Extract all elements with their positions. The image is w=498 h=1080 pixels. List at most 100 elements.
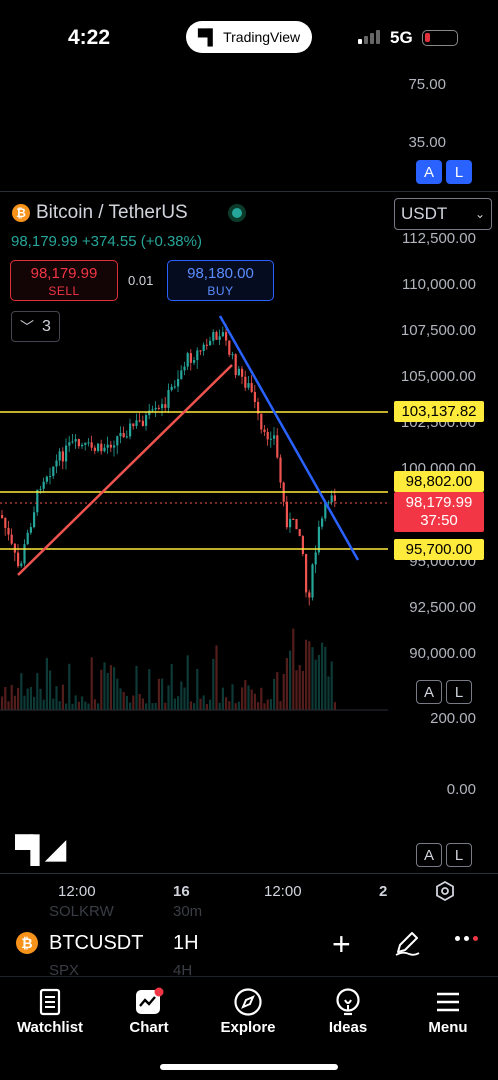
trendline-down[interactable] [218, 315, 360, 561]
volume-bar [218, 702, 221, 710]
network-type: 5G [390, 28, 413, 47]
candle [52, 466, 55, 477]
volume-bar [58, 701, 61, 710]
volume-bar [269, 699, 272, 710]
tradingview-watermark-icon: ▀▌◢ [15, 834, 66, 864]
candle [68, 442, 71, 446]
volume-bar [173, 698, 176, 710]
go-to-date-icon[interactable] [434, 880, 456, 902]
candle [61, 451, 64, 462]
candle [154, 407, 157, 410]
chevron-down-icon: ⌄ [474, 207, 485, 221]
pencil-icon[interactable] [393, 928, 421, 958]
symbol-selector[interactable]: BTCUSDT [49, 932, 144, 954]
volume-bar [321, 642, 324, 710]
log-scale-button[interactable]: L [446, 160, 472, 184]
auto-scale-button[interactable]: A [416, 680, 442, 704]
candle [132, 423, 135, 427]
candle [298, 529, 301, 537]
timeframe-selector[interactable]: 1H [173, 932, 199, 954]
candle [308, 592, 311, 598]
spread-value: 0.01 [128, 273, 154, 288]
volume-bar [13, 695, 16, 710]
volume-bar [81, 696, 84, 710]
candle [170, 386, 173, 391]
candle [135, 420, 138, 427]
log-scale-button[interactable]: L [446, 843, 472, 867]
sell-price: 98,179.99 [30, 265, 98, 282]
candle [100, 443, 103, 452]
volume-bar [84, 701, 87, 710]
candle [141, 420, 144, 426]
log-scale-button[interactable]: L [446, 680, 472, 704]
candle [81, 444, 84, 447]
volume-bar [295, 670, 298, 710]
volume-bar [260, 687, 263, 710]
pane-separator[interactable] [0, 191, 498, 192]
candle [58, 451, 61, 461]
candle [173, 386, 176, 388]
candle [292, 519, 295, 521]
volume-bar [170, 664, 173, 710]
volume-bar [74, 695, 77, 710]
trendline-up[interactable] [17, 364, 233, 576]
volume-bar [39, 688, 42, 710]
volume-bar [237, 701, 240, 710]
volume-bar [93, 699, 96, 710]
buy-label: BUY [207, 284, 234, 298]
candle [93, 447, 96, 451]
volume-bar [180, 681, 183, 710]
volume-bar [154, 702, 157, 710]
candle [321, 518, 324, 527]
app-pill[interactable]: ▀▌ TradingView [186, 21, 312, 53]
candle [148, 410, 151, 416]
more-icon[interactable] [455, 936, 478, 941]
auto-scale-button[interactable]: A [416, 160, 442, 184]
time-label: 2 [379, 883, 388, 900]
volume-bar [186, 655, 189, 710]
sell-button[interactable]: 98,179.99 SELL [10, 260, 118, 301]
volume-bar [33, 696, 36, 710]
nav-menu[interactable]: Menu [400, 985, 496, 1036]
auto-scale-button[interactable]: A [416, 843, 442, 867]
volume-bar [177, 696, 180, 710]
volume-bar [119, 688, 122, 710]
level-label: 98,802.00 [394, 471, 484, 492]
indicators-collapse-button[interactable]: ﹀ 3 [11, 311, 60, 342]
home-indicator [160, 1064, 338, 1070]
volume-bar [273, 678, 276, 710]
nav-explore[interactable]: Explore [200, 985, 296, 1036]
nav-ideas[interactable]: Ideas [300, 985, 396, 1036]
candle [193, 360, 196, 363]
candle [164, 404, 167, 408]
nav-chart[interactable]: Chart [101, 985, 197, 1036]
volume-bar [289, 650, 292, 710]
plus-icon[interactable]: + [332, 926, 351, 962]
nav-watchlist[interactable]: Watchlist [2, 985, 98, 1036]
candle [106, 444, 109, 448]
candle [276, 435, 279, 458]
symbol-header[interactable]: ₿ Bitcoin / TetherUS [12, 202, 188, 224]
volume-bar [330, 661, 333, 710]
volume-bar [42, 699, 45, 710]
candle [295, 519, 298, 530]
sell-label: SELL [48, 284, 80, 298]
candle [77, 439, 80, 447]
currency-select[interactable]: USDT ⌄ [394, 198, 492, 230]
market-open-icon [228, 204, 246, 222]
status-bar: 4:22 ▀▌ TradingView 5G [0, 0, 498, 76]
battery-icon [422, 30, 458, 46]
volume-bar [231, 684, 234, 710]
candle [4, 517, 7, 528]
candle [257, 401, 260, 414]
price-chart[interactable] [0, 300, 498, 720]
volume-bar [122, 691, 125, 710]
volume-bar [90, 657, 93, 710]
nav-label: Ideas [328, 1019, 368, 1036]
candle [116, 436, 119, 446]
volume-bar [234, 703, 237, 710]
buy-button[interactable]: 98,180.00 BUY [167, 260, 274, 301]
volume-bar [167, 685, 170, 710]
volume-bar [183, 687, 186, 710]
nav-label: Chart [129, 1019, 169, 1036]
